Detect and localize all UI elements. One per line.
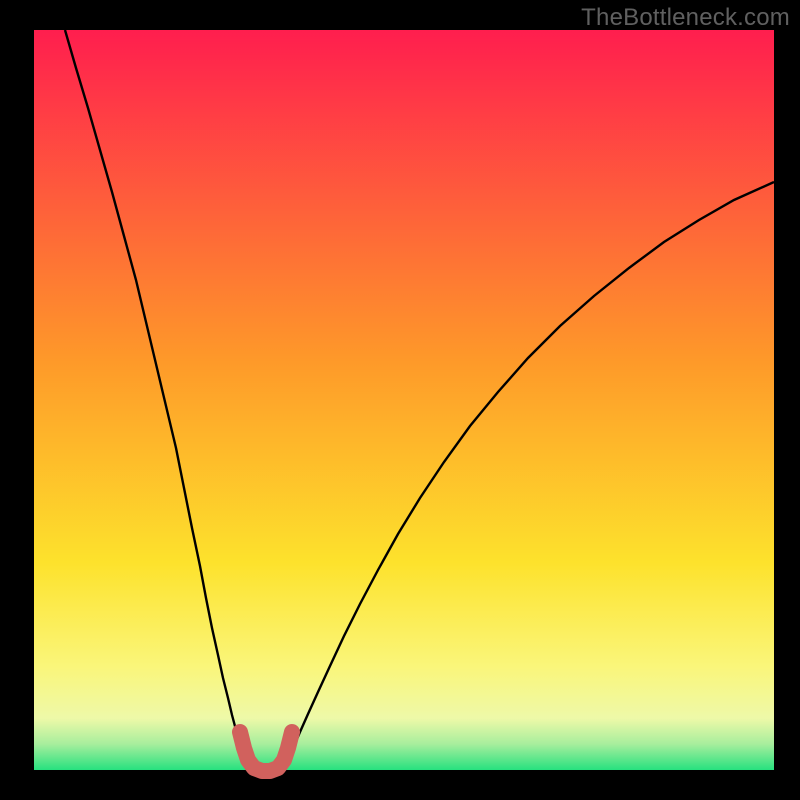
- plot-area: [34, 30, 774, 770]
- curve-layer: [34, 30, 774, 770]
- chart-stage: TheBottleneck.com: [0, 0, 800, 800]
- curve-right: [288, 182, 774, 760]
- watermark-text: TheBottleneck.com: [581, 4, 790, 32]
- curve-left: [65, 30, 246, 762]
- curve-bottom-u: [240, 732, 292, 771]
